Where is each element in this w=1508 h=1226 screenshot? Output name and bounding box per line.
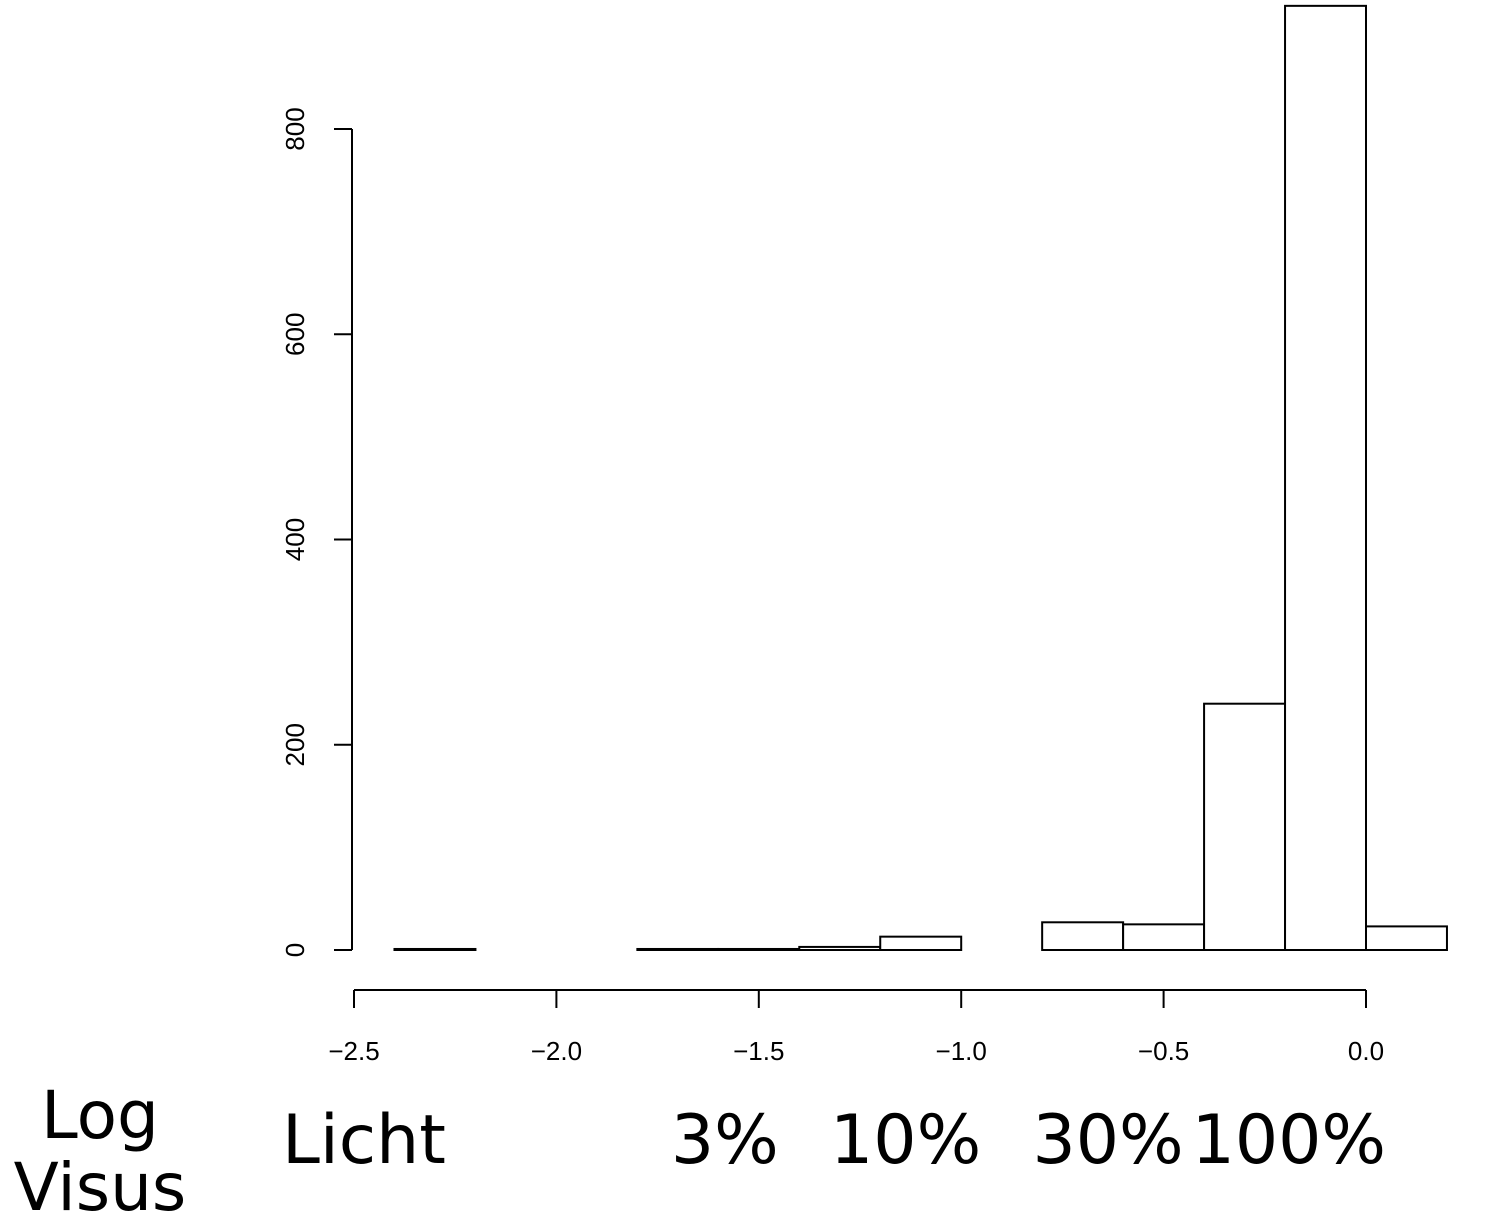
x-tick-label: −2.0 — [531, 1036, 582, 1066]
x2-tick-label: 30% — [1032, 1101, 1183, 1180]
x-tick-label: −0.5 — [1138, 1036, 1189, 1066]
x-tick-label: −1.0 — [936, 1036, 987, 1066]
bar — [636, 947, 720, 952]
y-tick-label: 200 — [280, 723, 310, 766]
bar — [798, 945, 882, 952]
y-tick-label: 800 — [280, 107, 310, 150]
bar — [1122, 923, 1206, 951]
x2-axis-label: Log Visus — [13, 1077, 187, 1226]
x-tick-label: −2.5 — [328, 1036, 379, 1066]
x-tick-label: 0.0 — [1348, 1036, 1384, 1066]
x-tick-label: −1.5 — [733, 1036, 784, 1066]
bar — [879, 935, 963, 952]
x2-tick-label: 100% — [1192, 1101, 1386, 1180]
bar — [1041, 921, 1125, 952]
bar — [393, 947, 477, 952]
bar — [1203, 702, 1287, 952]
x2-tick-label: 3% — [671, 1101, 779, 1180]
y-tick-label: 400 — [280, 518, 310, 561]
y-tick-label: 0 — [280, 943, 310, 957]
bar — [717, 947, 801, 952]
bar — [1284, 4, 1368, 952]
bar — [1365, 925, 1448, 951]
x2-start-label: Licht — [282, 1101, 446, 1180]
y-tick-label: 600 — [280, 313, 310, 356]
x2-tick-label: 10% — [830, 1101, 981, 1180]
